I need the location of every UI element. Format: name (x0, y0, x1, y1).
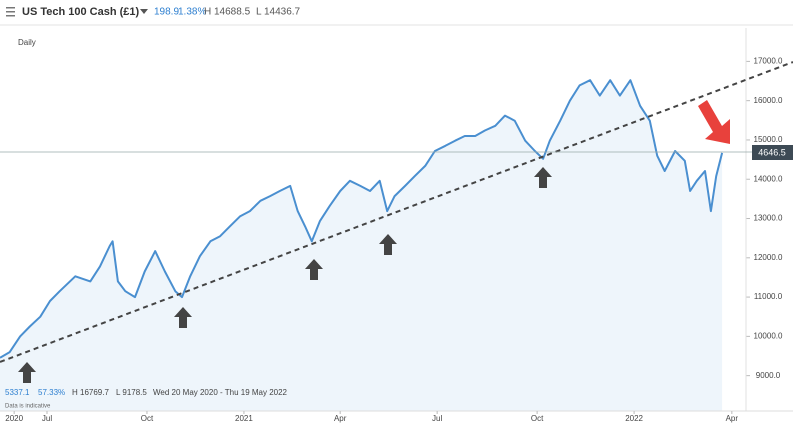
y-tick-label: 10000.0 (754, 331, 783, 340)
footer-range: 57.33% (38, 388, 65, 397)
x-tick-label: Oct (531, 414, 544, 423)
y-tick-label: 13000.0 (754, 214, 783, 223)
price-tag (752, 145, 793, 160)
menu-icon[interactable] (6, 7, 15, 9)
instrument-name[interactable]: US Tech 100 Cash (£1) (22, 6, 140, 18)
y-tick-label: 17000.0 (754, 56, 783, 65)
dropdown-caret[interactable] (140, 9, 148, 14)
plot (0, 28, 750, 411)
x-tick-label: Jul (42, 414, 52, 423)
menu-icon[interactable] (6, 15, 15, 17)
high: H 14688.5 (204, 7, 251, 18)
support-arrows (18, 167, 552, 383)
price-line-series (0, 79, 724, 359)
y-tick-label: 15000.0 (754, 135, 783, 144)
footer: 5337.1 57.33% H 16769.7 L 9178.5 Wed 20 … (5, 388, 288, 409)
low: L 14436.7 (256, 7, 301, 18)
x-tick-label: 2020 (5, 414, 23, 423)
down-arrow (698, 100, 730, 144)
x-tick-label: Oct (141, 414, 154, 423)
x-tick-label: Jul (432, 414, 442, 423)
up-arrow (305, 259, 323, 280)
change: 198.9 (154, 7, 179, 18)
footer-open: 5337.1 (5, 388, 30, 397)
header: US Tech 100 Cash (£1) 198.9 1.38% H 1468… (0, 6, 793, 26)
y-tick-label: 16000.0 (754, 96, 783, 105)
y-tick-label: 11000.0 (754, 292, 783, 301)
x-tick-label: 2021 (235, 414, 253, 423)
trendline (0, 61, 793, 363)
x-tick-label: 2022 (625, 414, 643, 423)
menu-icon[interactable] (6, 11, 15, 13)
x-tick-label: Apr (726, 414, 739, 423)
y-tick-label: 12000.0 (754, 253, 783, 262)
up-arrow (174, 307, 192, 328)
up-arrow (379, 234, 397, 255)
x-tick-label: Apr (334, 414, 347, 423)
area-fill (0, 80, 723, 411)
y-tick-label: 9000.0 (756, 371, 781, 380)
footer-high: H 16769.7 (72, 388, 109, 397)
footer-period: Wed 20 May 2020 - Thu 19 May 2022 (153, 388, 288, 397)
interval-label: Daily (18, 38, 36, 47)
change-pct: 1.38% (178, 7, 206, 18)
up-arrow (534, 167, 552, 188)
y-tick-label: 14000.0 (754, 174, 783, 183)
footer-note: Data is indicative (5, 404, 51, 410)
footer-low: L 9178.5 (116, 388, 147, 397)
up-arrow (18, 362, 36, 383)
price-tag-label: 4646.5 (758, 147, 786, 157)
